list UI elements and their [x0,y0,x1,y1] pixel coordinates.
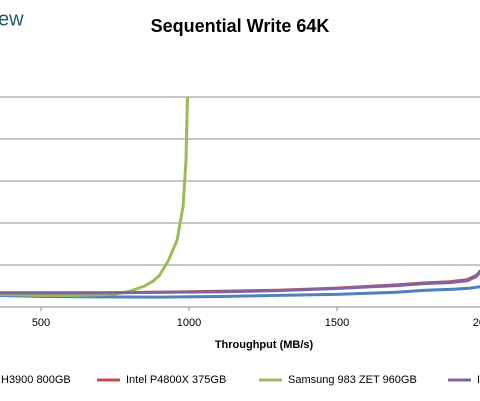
x-tick-label: 1000 [177,317,201,329]
series-line [0,285,480,299]
legend-label: Intel P4800X 375GB [126,374,226,386]
legend-label: H3900 800GB [1,374,71,386]
x-axis-title: Throughput (MB/s) [215,339,314,351]
legend-label: I [477,374,480,386]
x-tick-label: 2000 [473,317,480,329]
series-line [0,269,480,295]
chart-title: Sequential Write 64K [151,16,330,36]
series-line [0,96,189,297]
series-line [0,270,480,295]
logo: ew [0,8,24,30]
x-tick-label: 500 [32,317,50,329]
legend-label: Samsung 983 ZET 960GB [288,374,417,386]
x-tick-label: 1500 [325,317,349,329]
